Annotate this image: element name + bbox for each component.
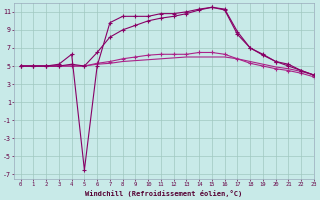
X-axis label: Windchill (Refroidissement éolien,°C): Windchill (Refroidissement éolien,°C)	[85, 190, 243, 197]
